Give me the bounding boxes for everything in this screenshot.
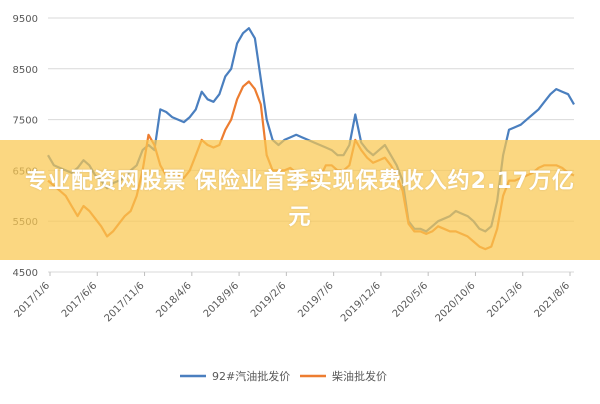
x-tick-label: 2019/12/6 — [339, 280, 383, 324]
y-tick-label: 9500 — [13, 14, 38, 25]
x-axis: 2017/1/6 2017/6/6 2017/11/6 2018/4/6 2018/9/… — [13, 272, 573, 324]
legend-label-diesel: 柴油批发价 — [332, 369, 387, 383]
x-tick-label: 2018/9/6 — [202, 280, 242, 320]
x-tick-label: 2020/5/6 — [391, 280, 431, 320]
x-tick-label: 2017/1/6 — [13, 280, 53, 320]
headline-banner: 专业配资网股票 保险业首季实现保费收入约2.17万亿元 — [0, 140, 600, 260]
x-tick-label: 2018/4/6 — [154, 280, 194, 320]
y-tick-label: 4500 — [13, 268, 38, 279]
x-tick-label: 2020/10/6 — [434, 280, 478, 324]
legend-label-gasoline: 92#汽油批发价 — [212, 369, 290, 383]
x-tick-label: 2021/3/6 — [485, 280, 525, 320]
y-tick-label: 7500 — [13, 116, 38, 127]
x-tick-label: 2019/2/6 — [249, 280, 289, 320]
y-tick-label: 8500 — [13, 65, 38, 76]
x-tick-label: 2019/7/6 — [296, 280, 336, 320]
x-tick-label: 2017/11/6 — [103, 280, 147, 324]
legend: 92#汽油批发价 柴油批发价 — [180, 369, 387, 383]
x-tick-label: 2021/8/6 — [533, 280, 573, 320]
headline-text: 专业配资网股票 保险业首季实现保费收入约2.17万亿元 — [25, 169, 575, 230]
x-tick-label: 2017/6/6 — [60, 280, 100, 320]
